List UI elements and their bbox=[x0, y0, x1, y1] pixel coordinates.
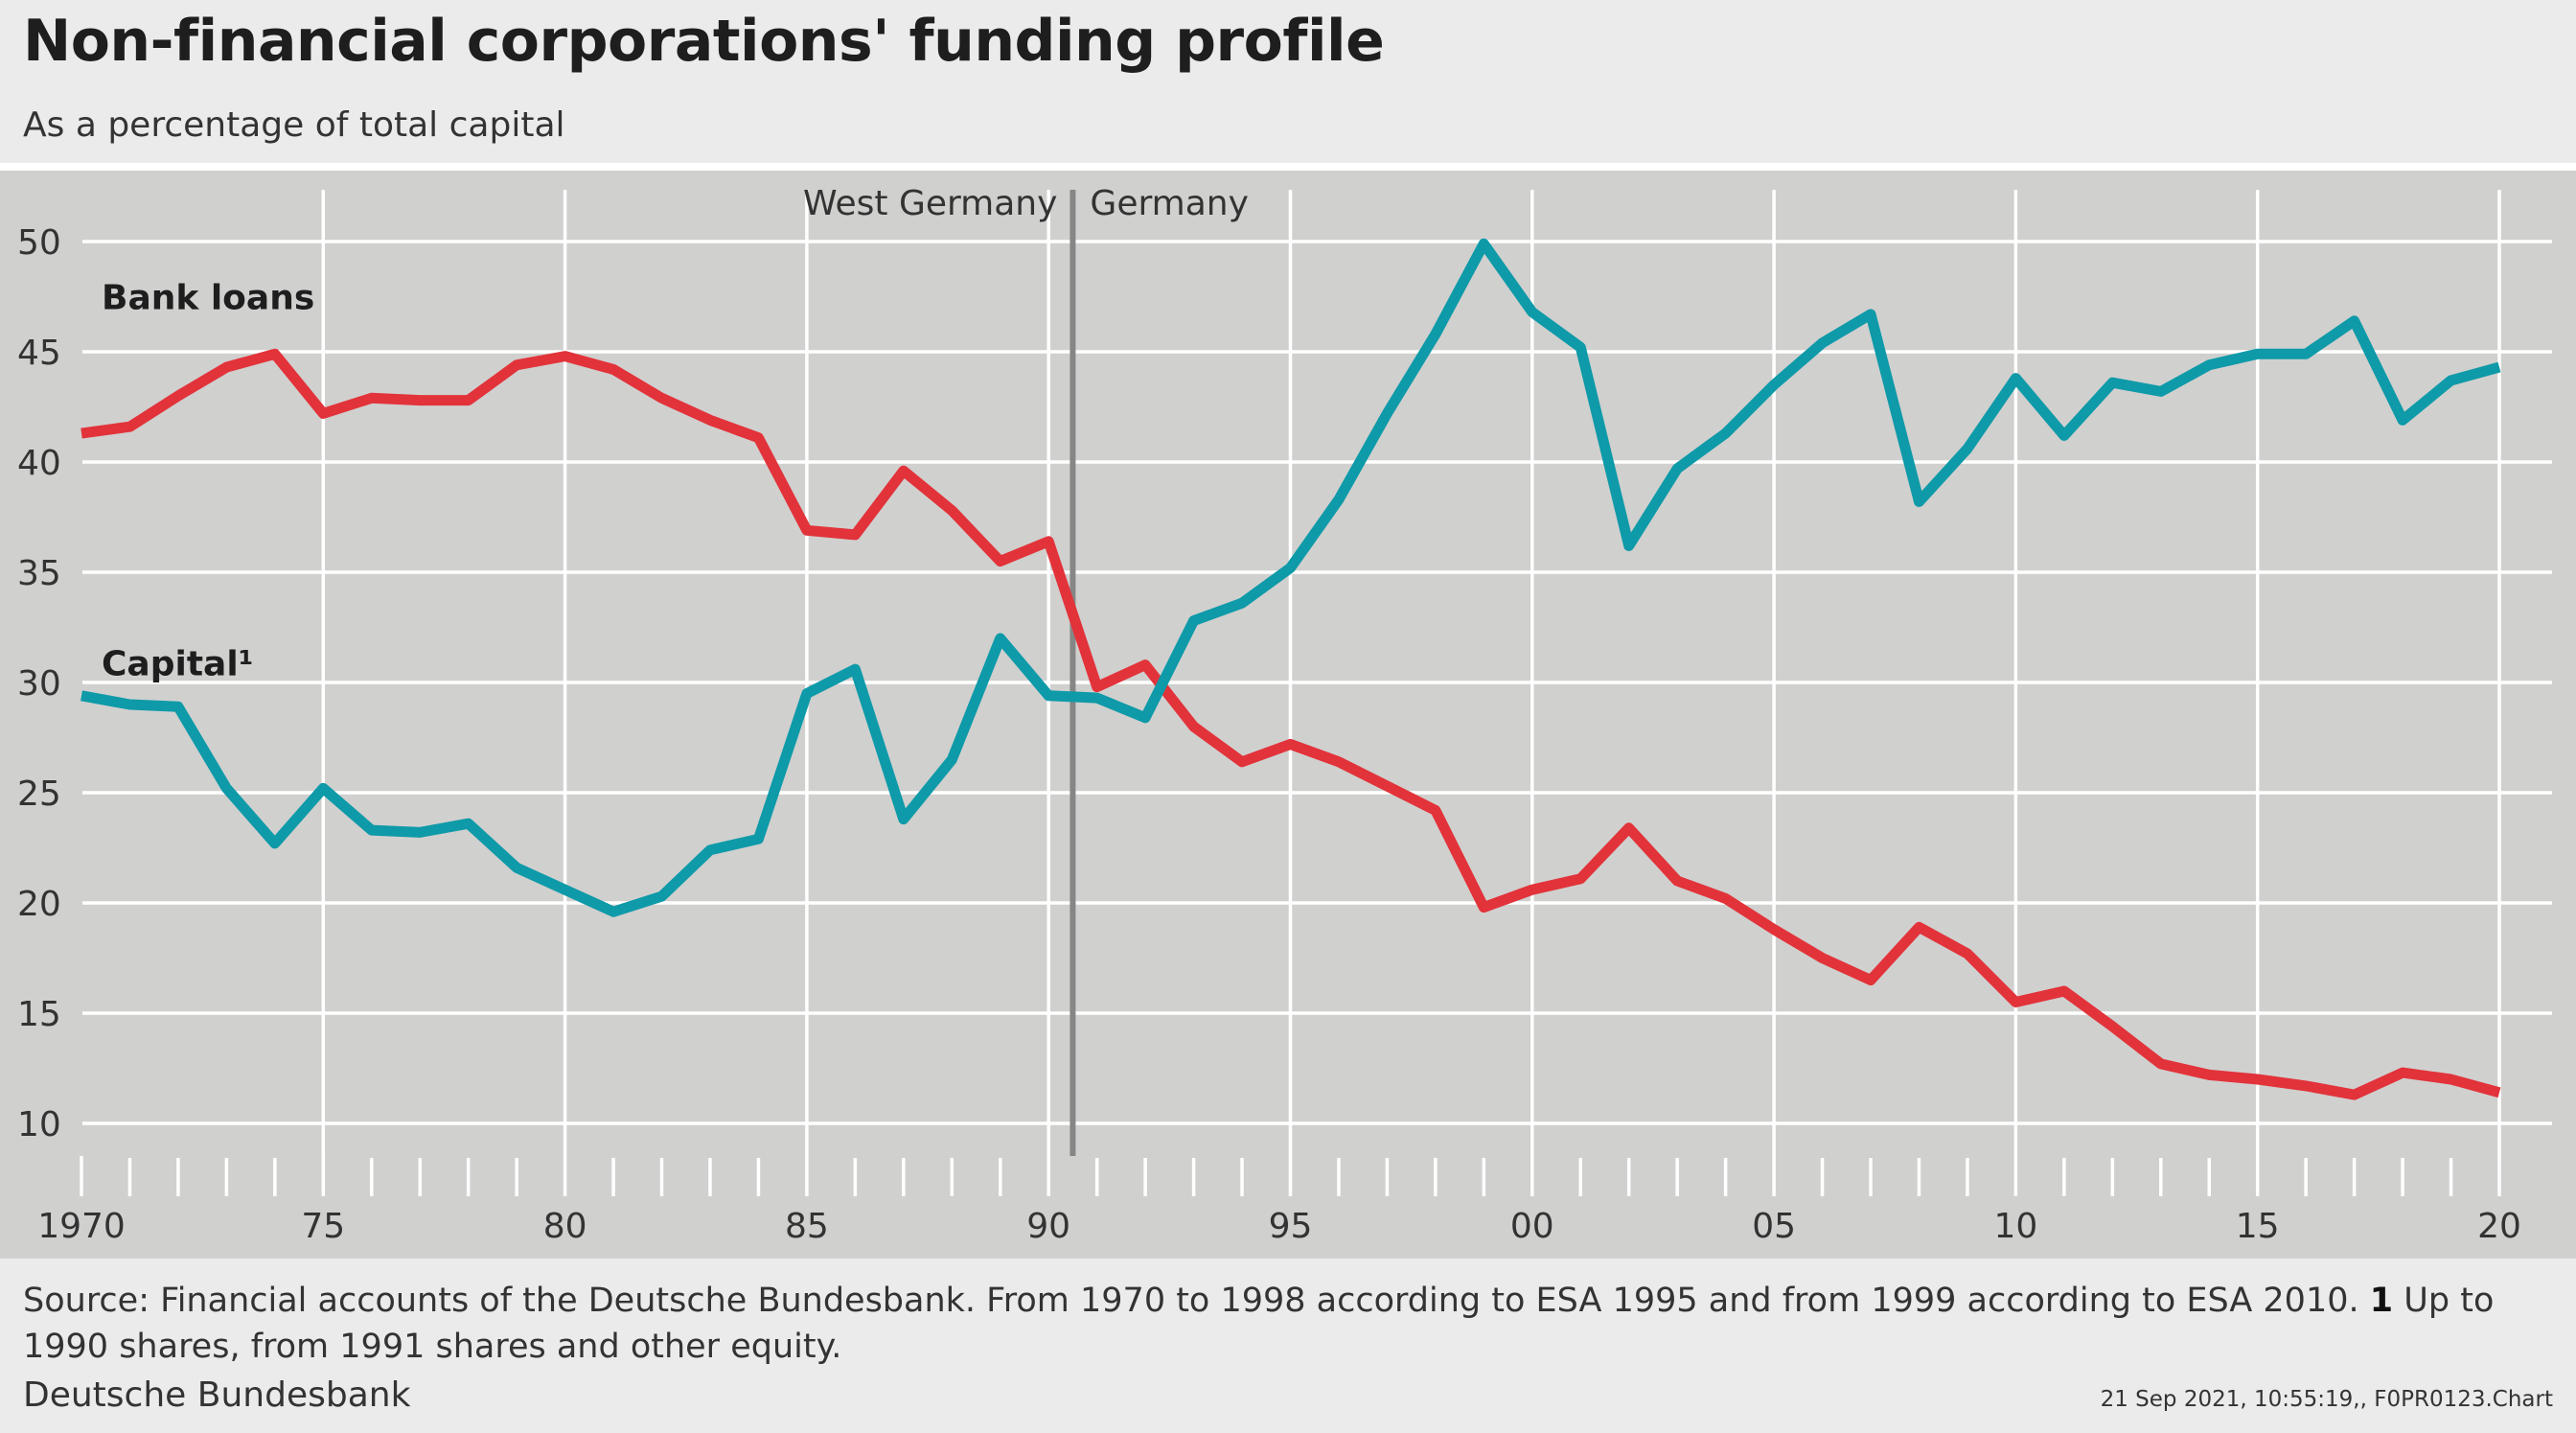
x-tick-label: 15 bbox=[2236, 1207, 2280, 1246]
divider-layer: West Germany Germany bbox=[803, 184, 1249, 1156]
x-tick-label: 05 bbox=[1752, 1207, 1796, 1246]
series-label-1: Capital¹ bbox=[102, 644, 253, 683]
y-tick-label: 25 bbox=[17, 774, 61, 814]
header-divider bbox=[0, 163, 2576, 171]
line-chart: 10 15 20 25 30 35 40 45 50 1970 75 80 85 90 95 00 05 10 15… bbox=[17, 184, 2552, 1246]
axis-layer: 10 15 20 25 30 35 40 45 50 1970 75 80 85 90 95 00 05 10 15… bbox=[17, 223, 2521, 1246]
y-tick-label: 10 bbox=[17, 1105, 61, 1144]
footnote-text: Up to 1990 shares, from 1991 shares and … bbox=[23, 1282, 2495, 1366]
x-tick-label: 10 bbox=[1993, 1207, 2037, 1246]
x-tick-label: 75 bbox=[301, 1207, 345, 1246]
publisher-name: Deutsche Bundesbank bbox=[23, 1375, 411, 1415]
y-tick-label: 15 bbox=[17, 995, 61, 1034]
grid-layer bbox=[82, 190, 2552, 1156]
x-tick-label: 80 bbox=[543, 1207, 587, 1246]
chart-title: Non-financial corporations' funding prof… bbox=[23, 8, 1385, 75]
y-tick-label: 20 bbox=[17, 885, 61, 924]
plot-area: 10 15 20 25 30 35 40 45 50 1970 75 80 85 90 95 00 05 10 15… bbox=[0, 171, 2576, 1259]
x-tick-label: 95 bbox=[1269, 1207, 1313, 1246]
x-tick-label: 1970 bbox=[37, 1207, 126, 1246]
footnote-marker: 1 bbox=[2369, 1282, 2394, 1320]
source-note: Source: Financial accounts of the Deutsc… bbox=[23, 1278, 2553, 1370]
x-tick-label: 85 bbox=[785, 1207, 829, 1246]
footer: Source: Financial accounts of the Deutsc… bbox=[0, 1259, 2576, 1433]
chart-subtitle: As a percentage of total capital bbox=[23, 105, 565, 145]
divider-right-label: Germany bbox=[1090, 184, 1248, 223]
y-tick-label: 40 bbox=[17, 444, 61, 483]
y-tick-label: 30 bbox=[17, 664, 61, 704]
x-tick-label: 90 bbox=[1026, 1207, 1070, 1246]
y-tick-label: 35 bbox=[17, 554, 61, 593]
timestamp: 21 Sep 2021, 10:55:19,, F0PR0123.Chart bbox=[2100, 1387, 2553, 1412]
divider-left-label: West Germany bbox=[803, 184, 1057, 223]
y-tick-label: 50 bbox=[17, 223, 61, 263]
series-layer bbox=[80, 238, 2501, 1100]
label-layer: Bank loans Capital¹ bbox=[102, 279, 314, 684]
series-label-0: Bank loans bbox=[102, 279, 314, 318]
x-tick-label: 20 bbox=[2477, 1207, 2521, 1246]
x-tick-label: 00 bbox=[1510, 1207, 1554, 1246]
source-text: Source: Financial accounts of the Deutsc… bbox=[23, 1282, 2359, 1320]
y-tick-label: 45 bbox=[17, 334, 61, 373]
